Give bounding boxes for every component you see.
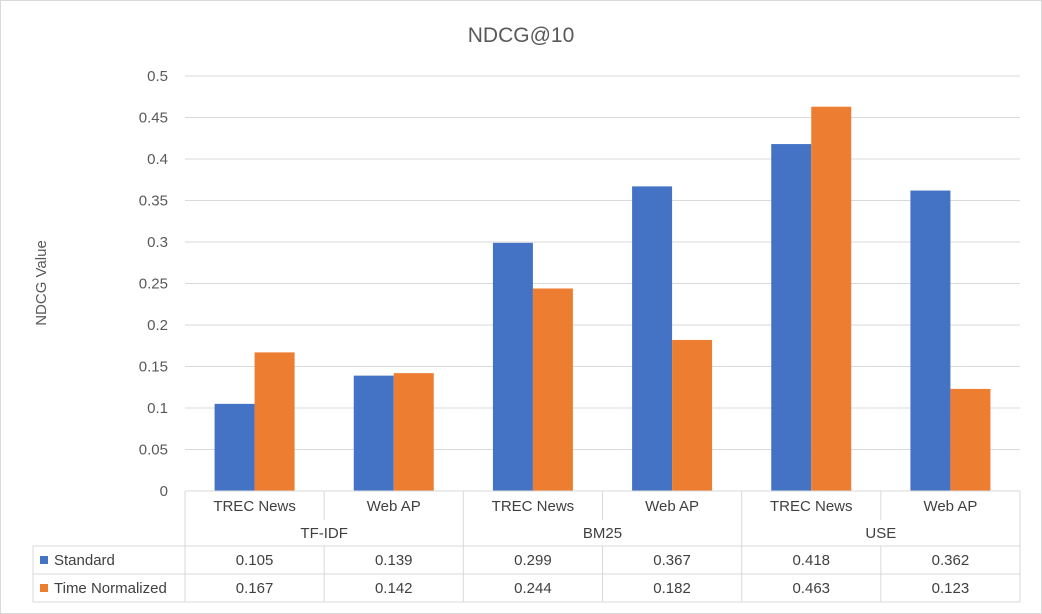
y-tick-label: 0.15 xyxy=(139,359,168,376)
bar-time-normalized xyxy=(532,288,573,491)
bar-standard xyxy=(910,190,951,492)
data-label: 0.244 xyxy=(514,580,552,597)
bar-time-normalized xyxy=(254,352,295,491)
y-axis-title: NDCG Value xyxy=(33,240,50,326)
y-tick-label: 0.1 xyxy=(147,400,168,417)
y-tick-label: 0.45 xyxy=(139,110,168,127)
data-label: 0.299 xyxy=(514,552,552,569)
category-label: Web AP xyxy=(367,498,421,515)
bar-time-normalized xyxy=(811,106,852,492)
group-label: TF-IDF xyxy=(300,525,347,542)
legend-label: Time Normalized xyxy=(54,580,167,597)
data-label: 0.418 xyxy=(792,552,830,569)
data-label: 0.167 xyxy=(236,580,274,597)
y-tick-label: 0 xyxy=(160,483,168,500)
category-label: TREC News xyxy=(492,498,575,515)
group-label: USE xyxy=(865,525,896,542)
legend-swatch xyxy=(40,584,48,592)
bar-time-normalized xyxy=(950,388,991,491)
bar-standard xyxy=(492,242,533,491)
group-label: BM25 xyxy=(583,525,622,542)
data-label: 0.139 xyxy=(375,552,413,569)
y-tick-label: 0.25 xyxy=(139,276,168,293)
bar-standard xyxy=(214,403,255,491)
category-label: TREC News xyxy=(213,498,296,515)
y-tick-label: 0.4 xyxy=(147,151,168,168)
bar-time-normalized xyxy=(393,373,434,491)
bar-standard xyxy=(771,144,812,491)
y-tick-label: 0.3 xyxy=(147,234,168,251)
data-label: 0.367 xyxy=(653,552,691,569)
category-label: Web AP xyxy=(645,498,699,515)
chart-title: NDCG@10 xyxy=(468,24,575,47)
data-table: TREC News Web AP TREC News Web AP TREC News W… xyxy=(32,490,1021,603)
legend-label: Standard xyxy=(54,552,115,569)
data-label: 0.105 xyxy=(236,552,274,569)
data-label: 0.362 xyxy=(932,552,970,569)
y-tick-label: 0.05 xyxy=(139,442,168,459)
y-tick-label: 0.5 xyxy=(147,68,168,85)
bar-standard xyxy=(353,375,394,491)
y-tick-labels: 0 0.05 0.1 0.15 0.2 0.25 0.3 0.35 0.4 0.45 0.5 xyxy=(139,68,168,500)
data-label: 0.123 xyxy=(932,580,970,597)
bar-time-normalized xyxy=(672,339,713,491)
bar-standard xyxy=(632,186,673,491)
bars xyxy=(214,106,991,492)
data-label: 0.463 xyxy=(792,580,830,597)
y-tick-label: 0.2 xyxy=(147,317,168,334)
category-label: TREC News xyxy=(770,498,853,515)
legend-swatch xyxy=(40,556,48,564)
data-label: 0.182 xyxy=(653,580,691,597)
category-label: Web AP xyxy=(923,498,977,515)
data-label: 0.142 xyxy=(375,580,413,597)
y-tick-label: 0.35 xyxy=(139,193,168,210)
